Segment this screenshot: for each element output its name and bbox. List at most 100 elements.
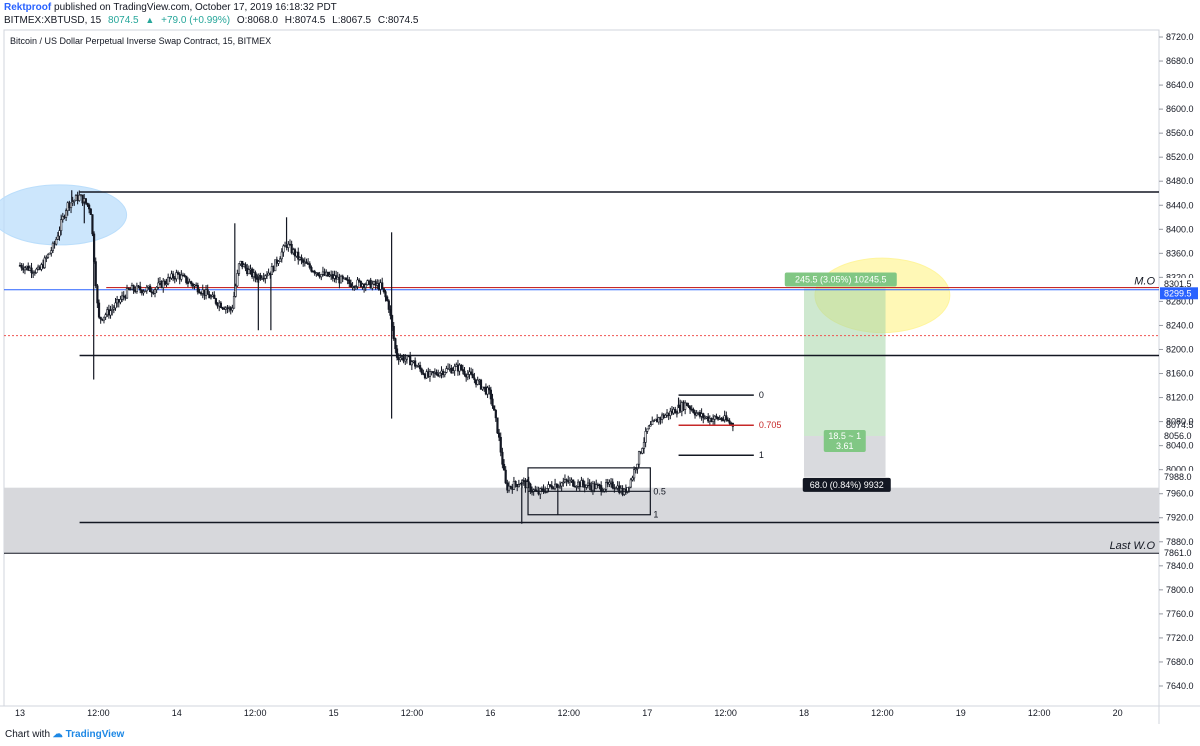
price-chart[interactable]: Bitcoin / US Dollar Perpetual Inverse Sw… xyxy=(0,28,1200,726)
position-target-label[interactable]: 245.5 (3.05%) 10245.5 xyxy=(784,272,897,287)
candle-body xyxy=(262,277,265,280)
candle-body xyxy=(180,274,183,280)
chart-title: Bitcoin / US Dollar Perpetual Inverse Sw… xyxy=(10,36,271,46)
candle-body xyxy=(176,272,180,275)
candle-body xyxy=(50,250,53,254)
candle-body xyxy=(313,271,316,274)
y-tick-label: 8240.0 xyxy=(1166,320,1194,330)
candle-body xyxy=(685,402,688,406)
candle-body xyxy=(339,275,343,284)
candle-body xyxy=(470,371,473,375)
x-tick-label: 13 xyxy=(15,708,25,718)
candle-body xyxy=(461,369,464,372)
candle-body xyxy=(308,263,311,268)
candle-body xyxy=(410,361,413,366)
x-tick-label: 12:00 xyxy=(244,708,267,718)
candle-body xyxy=(155,287,158,290)
candle-body xyxy=(626,486,629,493)
candle-body xyxy=(688,406,692,410)
candle-body xyxy=(598,484,601,487)
candle-body xyxy=(629,479,632,488)
candle-body xyxy=(348,279,351,284)
candle-body xyxy=(153,289,157,294)
candle-body xyxy=(550,485,553,489)
plot-area[interactable] xyxy=(3,29,1160,707)
symbol-label: BITMEX:XBTUSD, 15 xyxy=(4,15,102,26)
position-profit-zone[interactable] xyxy=(804,288,886,437)
candle-body xyxy=(575,486,578,488)
y-tick-label: 8200.0 xyxy=(1166,344,1194,354)
y-tick-label: 8600.0 xyxy=(1166,104,1194,114)
candle-body xyxy=(209,296,213,299)
candle-body xyxy=(297,251,300,260)
candle-body xyxy=(236,273,239,287)
y-tick-label: 7640.0 xyxy=(1166,681,1194,691)
candle-body xyxy=(422,372,425,375)
candle-body xyxy=(30,267,33,274)
x-tick-label: 12:00 xyxy=(714,708,737,718)
x-tick-label: 18 xyxy=(799,708,809,718)
candle-body xyxy=(501,451,504,465)
y-tick-label: 8280.0 xyxy=(1166,296,1194,306)
author-name[interactable]: Rektproof xyxy=(4,2,52,13)
candle-body xyxy=(588,482,591,487)
candle-body xyxy=(664,414,667,418)
candle-body xyxy=(359,280,362,287)
candle-body xyxy=(549,484,552,486)
current-price-label: 8074.5 xyxy=(1166,420,1194,430)
candle-body xyxy=(277,261,280,264)
candle-body xyxy=(389,309,392,316)
candle-body xyxy=(64,210,68,218)
candle-body xyxy=(102,316,106,321)
candle-body xyxy=(404,358,407,362)
candle-body xyxy=(633,469,636,479)
y-tick-label: 7880.0 xyxy=(1166,537,1194,547)
candle-body xyxy=(88,204,91,210)
candle-body xyxy=(649,424,652,427)
y-tick-label: 8400.0 xyxy=(1166,224,1194,234)
candle-body xyxy=(232,296,236,309)
candle-body xyxy=(213,294,216,299)
candle-body xyxy=(476,379,479,385)
last-wo-zone[interactable] xyxy=(4,487,1159,554)
ohlc-open: O:8068.0 xyxy=(236,15,278,26)
candle-body xyxy=(86,202,89,206)
candle-body xyxy=(414,360,417,367)
x-tick-label: 20 xyxy=(1113,708,1123,718)
candle-body xyxy=(56,235,59,240)
publish-line: Rektproof published on TradingView.com, … xyxy=(4,1,337,14)
candle-body xyxy=(150,291,153,294)
candle-body xyxy=(565,479,568,482)
last-wo-label: Last W.O xyxy=(1110,540,1156,552)
candle-body xyxy=(695,413,698,416)
y-tick-label: 7960.0 xyxy=(1166,489,1194,499)
y-tick-label: 8440.0 xyxy=(1166,200,1194,210)
candle-body xyxy=(148,285,152,293)
candle-body xyxy=(366,280,369,286)
candle-body xyxy=(399,357,402,361)
candle-body xyxy=(493,405,496,411)
candle-body xyxy=(231,307,234,311)
tradingview-logo-icon[interactable]: ☁ xyxy=(52,729,63,740)
candle-body xyxy=(595,484,598,490)
candle-body xyxy=(642,442,646,449)
candle-body xyxy=(23,267,27,271)
tradingview-brand[interactable]: TradingView xyxy=(65,729,125,740)
risk-reward-label[interactable]: 18.5 ~ 13.61 xyxy=(823,430,866,453)
candle-body xyxy=(674,408,677,414)
position-stop-label[interactable]: 68.0 (0.84%) 9932 xyxy=(802,477,891,492)
candle-body xyxy=(198,291,201,294)
entry-price-tag: 8056.0 xyxy=(1160,430,1198,443)
candle-body xyxy=(614,487,618,490)
last-price: 8074.5 xyxy=(108,15,139,26)
candle-body xyxy=(669,410,672,416)
candle-body xyxy=(61,216,64,220)
candle-body xyxy=(125,288,129,299)
candle-body xyxy=(486,387,489,395)
candle-body xyxy=(600,485,603,492)
candle-body xyxy=(720,418,723,420)
candle-body xyxy=(387,300,390,310)
x-tick-label: 12:00 xyxy=(87,708,110,718)
candle-body xyxy=(48,252,51,255)
highlight-ellipse-blue[interactable] xyxy=(0,184,128,246)
